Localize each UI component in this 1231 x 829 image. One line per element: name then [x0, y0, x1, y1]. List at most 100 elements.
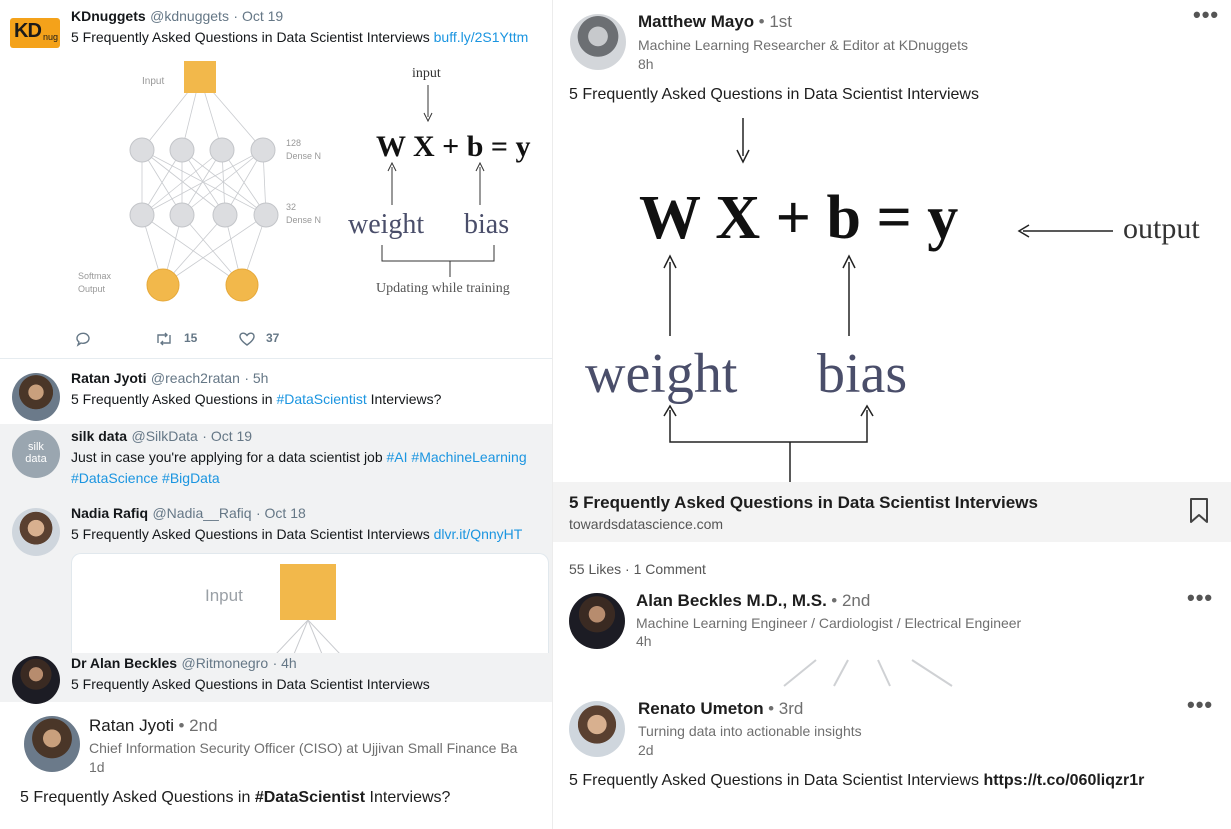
kdnuggets-avatar[interactable]: KD nug	[10, 18, 60, 48]
tweet-text-alan: 5 Frequently Asked Questions in Data Sci…	[71, 676, 430, 692]
post-author-name[interactable]: Matthew Mayo	[638, 12, 755, 31]
avatar[interactable]	[569, 701, 625, 757]
hashtag-link[interactable]: #DataScience #BigData	[71, 470, 220, 486]
tweet-body: 5 Frequently Asked Questions in Data Sci…	[71, 526, 430, 542]
column-divider	[552, 0, 553, 829]
article-card[interactable]: 5 Frequently Asked Questions in Data Sci…	[553, 482, 1231, 542]
softmax-label-a: Softmax	[78, 271, 112, 281]
post-text-ratan: 5 Frequently Asked Questions in #DataSci…	[20, 789, 450, 807]
post-header-ratan: Ratan Jyoti • 2nd	[89, 716, 218, 736]
tweet-author-name[interactable]: KDnuggets	[71, 8, 146, 24]
post-time: 8h	[638, 56, 654, 72]
tweet-time[interactable]: · Oct 19	[202, 428, 253, 444]
tweet-link[interactable]: buff.ly/2S1Yttm	[433, 29, 529, 45]
dense-node	[209, 137, 235, 163]
tweet-time[interactable]: · Oct 19	[233, 8, 284, 24]
retweet-count: 15	[184, 331, 198, 345]
weight-label-large: weight	[585, 343, 738, 405]
connection-degree: • 2nd	[831, 591, 871, 610]
reactions-summary[interactable]: 55 Likes · 1 Comment	[569, 561, 706, 577]
article-title[interactable]: 5 Frequently Asked Questions in Data Sci…	[569, 493, 1038, 512]
more-options-icon[interactable]: •••	[1193, 2, 1220, 27]
hashtag-link[interactable]: #DataScientist	[276, 391, 367, 407]
post-time: 2d	[638, 742, 654, 758]
equation-large: W X + b = y	[639, 184, 958, 252]
post-body: 5 Frequently Asked Questions in	[20, 789, 251, 806]
output-node	[146, 268, 180, 302]
post-header-renato: Renato Umeton • 3rd	[638, 699, 803, 719]
softmax-label-b: Output	[78, 284, 106, 294]
bookmark-icon[interactable]	[1189, 498, 1209, 524]
tweet-image-diagram[interactable]: Input 128 Dense N 32 Dense N Softmax Out…	[70, 55, 550, 315]
tweet-body: 5 Frequently Asked Questions in	[71, 391, 273, 407]
avatar[interactable]	[24, 716, 80, 772]
connection-degree: • 3rd	[768, 699, 804, 718]
reply-icon[interactable]	[74, 330, 92, 348]
avatar[interactable]	[12, 656, 60, 704]
dense-node	[129, 137, 155, 163]
avatar[interactable]: silk data	[12, 430, 60, 478]
dense2-label-a: 32	[286, 202, 296, 212]
tweet-time[interactable]: · 4h	[272, 655, 297, 671]
avatar[interactable]	[12, 508, 60, 556]
tweet-link[interactable]: dlvr.it/QnnyHT	[433, 526, 523, 542]
tweet-actions: 15 37	[70, 328, 370, 350]
tweet-header-kd: KDnuggets @kdnuggets · Oct 19	[71, 8, 283, 26]
equation-small: W X + b = y	[376, 130, 531, 163]
avatar[interactable]	[12, 373, 60, 421]
tweet-text-silk: Just in case you're applying for a data …	[71, 449, 527, 465]
tweet-author-handle[interactable]: @reach2ratan	[150, 370, 240, 386]
more-options-icon[interactable]: •••	[1187, 585, 1214, 610]
more-options-icon[interactable]: •••	[1187, 692, 1214, 717]
tweet-body: Interviews?	[370, 391, 442, 407]
post-link[interactable]: https://t.co/060liqzr1r	[983, 772, 1145, 789]
tweet-author-name[interactable]: Nadia Rafiq	[71, 505, 149, 521]
post-author-name[interactable]: Alan Beckles M.D., M.S.	[636, 591, 827, 610]
dense-node	[169, 202, 195, 228]
dense-node	[250, 137, 276, 163]
tweet-text-silk-2: #DataScience #BigData	[71, 470, 220, 486]
tweet-header-ratan: Ratan Jyoti @reach2ratan · 5h	[71, 370, 268, 388]
post-author-title: Chief Information Security Officer (CISO…	[89, 740, 518, 756]
post-body: 5 Frequently Asked Questions in Data Sci…	[569, 86, 979, 103]
tweet-header-alan: Dr Alan Beckles @Ritmonegro · 4h	[71, 655, 297, 673]
connection-degree: • 2nd	[178, 716, 218, 735]
tweet-author-handle[interactable]: @Ritmonegro	[181, 655, 269, 671]
post-author-name[interactable]: Ratan Jyoti	[89, 716, 175, 735]
faint-edges	[783, 659, 953, 687]
retweet-icon[interactable]	[154, 331, 174, 347]
tweet-text-nadia: 5 Frequently Asked Questions in Data Sci…	[71, 526, 522, 542]
tweet-time[interactable]: · Oct 18	[255, 505, 306, 521]
post-author-name[interactable]: Renato Umeton	[638, 699, 764, 718]
like-icon[interactable]	[238, 331, 256, 347]
tweet-author-handle[interactable]: @Nadia__Rafiq	[152, 505, 252, 521]
post-body: Interviews?	[369, 789, 451, 806]
tweet-author-handle[interactable]: @kdnuggets	[150, 8, 229, 24]
post-author-title: Machine Learning Researcher & Editor at …	[638, 37, 968, 53]
tweet-author-name[interactable]: Ratan Jyoti	[71, 370, 147, 386]
hashtag-link[interactable]: #AI #MachineLearning	[386, 449, 527, 465]
tweet-header-nadia: Nadia Rafiq @Nadia__Rafiq · Oct 18	[71, 505, 306, 523]
card-input-label: Input	[205, 586, 243, 605]
tweet-body: 5 Frequently Asked Questions in Data Sci…	[71, 676, 430, 692]
tweet-author-handle[interactable]: @SilkData	[131, 428, 198, 444]
avatar[interactable]	[569, 593, 625, 649]
avatar[interactable]	[570, 14, 626, 70]
dense-node	[212, 202, 238, 228]
tweet-time[interactable]: · 5h	[244, 370, 269, 386]
post-header-matthew: Matthew Mayo • 1st	[638, 12, 792, 32]
hashtag-link[interactable]: #DataScientist	[254, 789, 366, 806]
dense-node	[169, 137, 195, 163]
post-image-diagram[interactable]: W X + b = y output weight bias	[553, 110, 1231, 482]
tweet-body: 5 Frequently Asked Questions in Data Sci…	[71, 29, 430, 45]
network-edges	[141, 76, 267, 286]
tweet-author-name[interactable]: Dr Alan Beckles	[71, 655, 178, 671]
dense1-label-b: Dense N	[286, 151, 321, 161]
post-author-title: Turning data into actionable insights	[638, 723, 862, 739]
divider	[0, 358, 552, 359]
post-time: 4h	[636, 633, 652, 649]
dense1-label-a: 128	[286, 138, 301, 148]
bias-label-large: bias	[817, 343, 907, 405]
tweet-author-name[interactable]: silk data	[71, 428, 128, 444]
tweet-link-card[interactable]: Input	[71, 553, 549, 653]
